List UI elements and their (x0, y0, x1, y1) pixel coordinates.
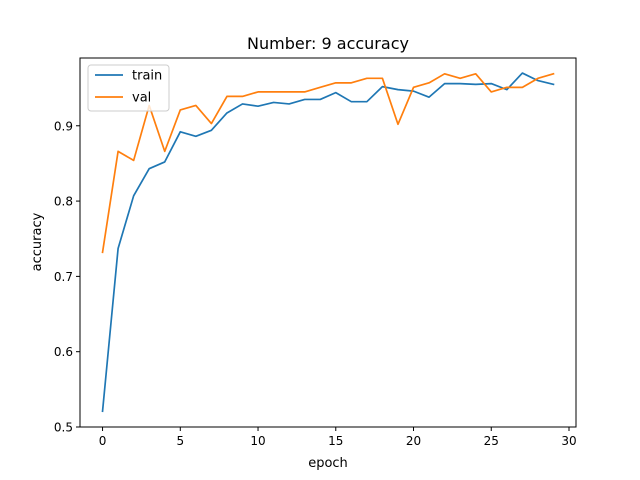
plot-area (101, 72, 555, 413)
y-tick-label: 0.6 (54, 345, 73, 359)
x-axis-label: epoch (308, 456, 348, 471)
y-tick-label: 0.8 (54, 195, 73, 209)
legend-label-val: val (132, 91, 151, 106)
y-axis-label: accuracy (30, 212, 45, 271)
axis-ticks: 0 5 10 15 20 25 30 0.5 0.6 0.7 0.8 0.9 (54, 119, 577, 448)
legend: train val (87, 64, 170, 112)
y-tick-label: 0.7 (54, 270, 73, 284)
x-tick-label: 5 (176, 434, 184, 448)
x-tick-label: 15 (328, 434, 343, 448)
legend-box (87, 64, 170, 112)
x-tick-label: 20 (406, 434, 421, 448)
y-tick-label: 0.5 (54, 421, 73, 435)
x-tick-label: 30 (561, 434, 576, 448)
x-tick-label: 25 (484, 434, 499, 448)
axes-frame (79, 57, 577, 428)
series-line-train (101, 72, 555, 413)
x-tick-label: 0 (99, 434, 107, 448)
series-line-val (101, 72, 555, 254)
chart-title: Number: 9 accuracy (247, 34, 409, 53)
y-tick-label: 0.9 (54, 119, 73, 133)
x-tick-label: 10 (250, 434, 265, 448)
legend-label-train: train (132, 69, 162, 84)
